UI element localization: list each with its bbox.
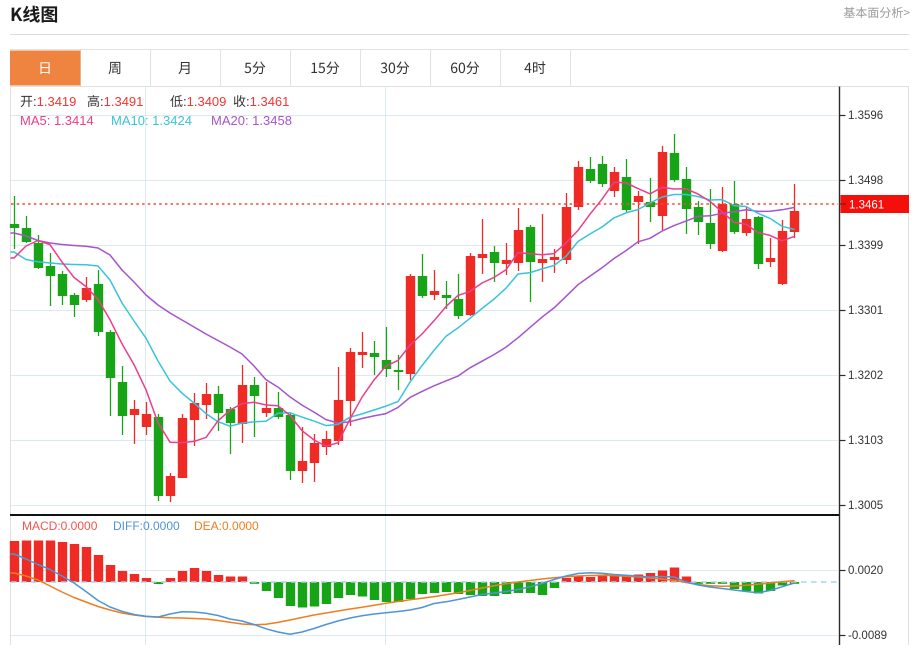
svg-text:0.0020: 0.0020 [848,565,883,577]
svg-text:1.3202: 1.3202 [848,370,883,382]
svg-text::1.3491: :1.3491 [100,94,143,109]
svg-text::1.3419: :1.3419 [33,94,76,109]
svg-text:1.3596: 1.3596 [848,110,883,122]
svg-text:1.3461: 1.3461 [849,200,884,212]
svg-text:1.3498: 1.3498 [848,175,883,187]
svg-text::1.3409: :1.3409 [183,94,226,109]
svg-text:-0.0089: -0.0089 [848,630,887,642]
svg-text:1.3399: 1.3399 [848,240,883,252]
svg-text:1.3103: 1.3103 [848,435,883,447]
svg-text:1.3301: 1.3301 [848,305,883,317]
svg-text::1.3461: :1.3461 [246,94,289,109]
svg-text:1.3005: 1.3005 [848,500,883,512]
